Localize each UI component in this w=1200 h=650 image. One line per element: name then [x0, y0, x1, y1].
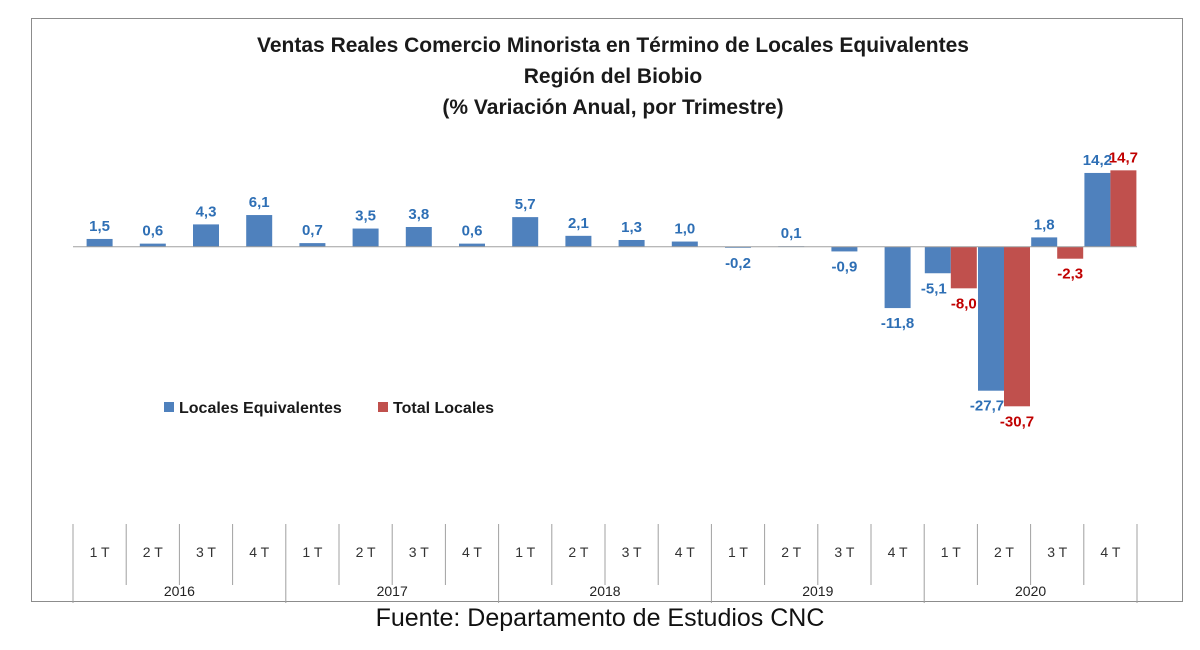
tick-label-5: 2 T: [356, 544, 376, 560]
legend-label-locales-equivalentes: Locales Equivalentes: [179, 400, 342, 417]
bar-locales-equivalentes-18: [1031, 237, 1058, 247]
bar-total-locales-17: [1004, 246, 1030, 407]
bar-total-locales-19: [1110, 170, 1137, 247]
source-caption: Fuente: Departamento de Estudios CNC: [375, 604, 825, 632]
tick-label-18: 3 T: [1047, 544, 1067, 560]
data-label-locales-equivalentes-13: 0,1: [781, 225, 802, 242]
tick-label-13: 2 T: [781, 544, 801, 560]
tick-label-12: 1 T: [728, 544, 748, 560]
data-label-locales-equivalentes-3: 6,1: [249, 194, 270, 211]
bar-locales-equivalentes-16: [924, 246, 951, 274]
data-label-locales-equivalentes-15: -11,8: [881, 315, 914, 332]
tick-label-4: 1 T: [302, 544, 322, 560]
title-line-2: Región del Biobio: [524, 65, 703, 88]
bar-locales-equivalentes-7: [459, 243, 485, 247]
data-label-locales-equivalentes-1: 0,6: [142, 223, 163, 240]
tick-label-8: 1 T: [515, 544, 535, 560]
bar-locales-equivalentes-1: [139, 243, 166, 247]
legend: Locales Equivalentes Total Locales: [164, 400, 494, 417]
bars: [86, 170, 1137, 407]
data-label-locales-equivalentes-11: 1,0: [674, 221, 695, 238]
data-label-total-locales-18: -2,3: [1057, 266, 1083, 283]
bar-locales-equivalentes-5: [352, 228, 379, 247]
bar-locales-equivalentes-8: [512, 217, 539, 247]
bar-locales-equivalentes-12: [725, 246, 751, 248]
tick-label-19: 4 T: [1100, 544, 1120, 560]
year-label-2017: 2017: [377, 583, 408, 599]
data-label-locales-equivalentes-6: 3,8: [408, 206, 429, 223]
title-line-1: Ventas Reales Comercio Minorista en Térm…: [257, 34, 969, 57]
tick-label-6: 3 T: [409, 544, 429, 560]
bar-locales-equivalentes-10: [618, 239, 645, 247]
legend-label-total-locales: Total Locales: [393, 400, 494, 417]
year-label-2019: 2019: [802, 583, 833, 599]
bar-locales-equivalentes-15: [884, 246, 911, 309]
bar-locales-equivalentes-3: [246, 215, 273, 247]
data-label-locales-equivalentes-18: 1,8: [1034, 216, 1055, 233]
legend-swatch-locales-equivalentes: [164, 402, 174, 412]
data-label-locales-equivalentes-8: 5,7: [515, 196, 536, 213]
data-label-locales-equivalentes-9: 2,1: [568, 215, 589, 232]
tick-label-2: 3 T: [196, 544, 216, 560]
tick-label-0: 1 T: [90, 544, 110, 560]
data-label-locales-equivalentes-7: 0,6: [462, 223, 483, 240]
data-label-locales-equivalentes-16: -5,1: [921, 280, 947, 297]
title-line-3: (% Variación Anual, por Trimestre): [442, 96, 783, 119]
chart-title: Ventas Reales Comercio Minorista en Térm…: [257, 34, 969, 119]
bar-locales-equivalentes-17: [978, 246, 1004, 391]
tick-label-7: 4 T: [462, 544, 482, 560]
data-label-locales-equivalentes-19: 14,2: [1083, 152, 1112, 169]
data-label-locales-equivalentes-2: 4,3: [196, 203, 217, 220]
tick-label-10: 3 T: [622, 544, 642, 560]
data-label-locales-equivalentes-12: -0,2: [725, 255, 751, 272]
bar-locales-equivalentes-0: [86, 238, 113, 247]
data-label-total-locales-17: -30,7: [1000, 413, 1034, 430]
year-label-2018: 2018: [589, 583, 620, 599]
tick-label-17: 2 T: [994, 544, 1014, 560]
data-label-locales-equivalentes-10: 1,3: [621, 219, 642, 236]
bar-total-locales-18: [1057, 246, 1084, 259]
data-label-locales-equivalentes-17: -27,7: [970, 398, 1004, 415]
bar-total-locales-16: [950, 246, 977, 289]
data-label-total-locales-19: 14,7: [1109, 149, 1138, 166]
tick-label-11: 4 T: [675, 544, 695, 560]
data-label-locales-equivalentes-4: 0,7: [302, 222, 323, 239]
bar-locales-equivalentes-4: [299, 243, 326, 247]
data-label-total-locales-16: -8,0: [951, 295, 977, 312]
data-label-locales-equivalentes-5: 3,5: [355, 208, 376, 225]
bar-locales-equivalentes-11: [671, 241, 698, 247]
legend-swatch-total-locales: [378, 402, 388, 412]
bar-locales-equivalentes-9: [565, 235, 592, 247]
tick-label-16: 1 T: [941, 544, 961, 560]
bar-locales-equivalentes-2: [193, 224, 219, 247]
tick-label-3: 4 T: [249, 544, 269, 560]
data-labels: 1,5 0,6 4,3 6,1 0,7 3,5 3,8 0,6 5,7 2,1 1,3 1,0 -0,2…: [89, 149, 1138, 430]
bar-locales-equivalentes-14: [831, 246, 858, 252]
chart-frame: Ventas Reales Comercio Minorista en Térm…: [31, 18, 1183, 603]
tick-label-14: 3 T: [834, 544, 854, 560]
tick-label-9: 2 T: [568, 544, 588, 560]
bar-locales-equivalentes-6: [405, 226, 432, 247]
year-label-2016: 2016: [164, 583, 195, 599]
data-label-locales-equivalentes-0: 1,5: [89, 218, 110, 235]
data-label-locales-equivalentes-14: -0,9: [831, 258, 857, 275]
category-axis: 1 T 2 T 3 T 4 T 1 T 2 T 3 T 4 T 1 T 2 T 3 T 4 T 1 T 2…: [72, 524, 1138, 603]
tick-label-1: 2 T: [143, 544, 163, 560]
year-label-2020: 2020: [1015, 583, 1046, 599]
bar-chart: Ventas Reales Comercio Minorista en Térm…: [72, 34, 1138, 603]
bar-locales-equivalentes-19: [1084, 172, 1111, 247]
tick-label-15: 4 T: [888, 544, 908, 560]
